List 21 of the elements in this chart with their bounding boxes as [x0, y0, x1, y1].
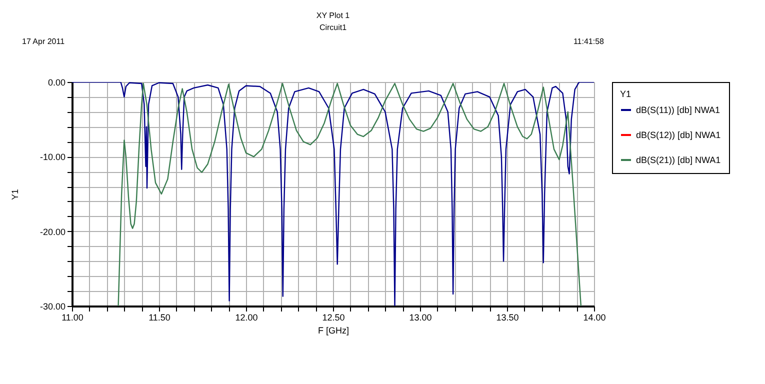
x-tick-label: 11.00: [62, 312, 84, 322]
y-tick-label: 0.00: [48, 78, 66, 88]
x-axis-title: F [GHz]: [318, 326, 349, 336]
y-tick-label: -10.00: [40, 152, 66, 162]
x-tick-label: 14.00: [583, 312, 606, 322]
y-tick-label: -20.00: [40, 226, 66, 237]
y-axis-title: Y1: [10, 188, 20, 200]
chart-subtitle: Circuit1: [319, 23, 348, 32]
chart-title: XY Plot 1: [316, 11, 350, 20]
x-tick-label: 13.00: [409, 312, 432, 322]
legend-label: dB(S(11)) [db] NWA1: [636, 105, 720, 115]
x-tick-label: 13.50: [496, 312, 519, 322]
text: 11:41:58: [573, 37, 605, 46]
x-tick-label: 12.50: [322, 312, 345, 322]
text: 17 Apr 2011: [22, 37, 66, 46]
legend-label: dB(S(21)) [db] NWA1: [636, 155, 721, 165]
legend-title: Y1: [620, 89, 632, 99]
y-tick-label: -30.00: [40, 302, 66, 312]
x-tick-label: 11.50: [148, 312, 170, 322]
x-tick-label: 12.00: [235, 312, 258, 322]
legend-label: dB(S(12)) [db] NWA1: [636, 130, 721, 140]
